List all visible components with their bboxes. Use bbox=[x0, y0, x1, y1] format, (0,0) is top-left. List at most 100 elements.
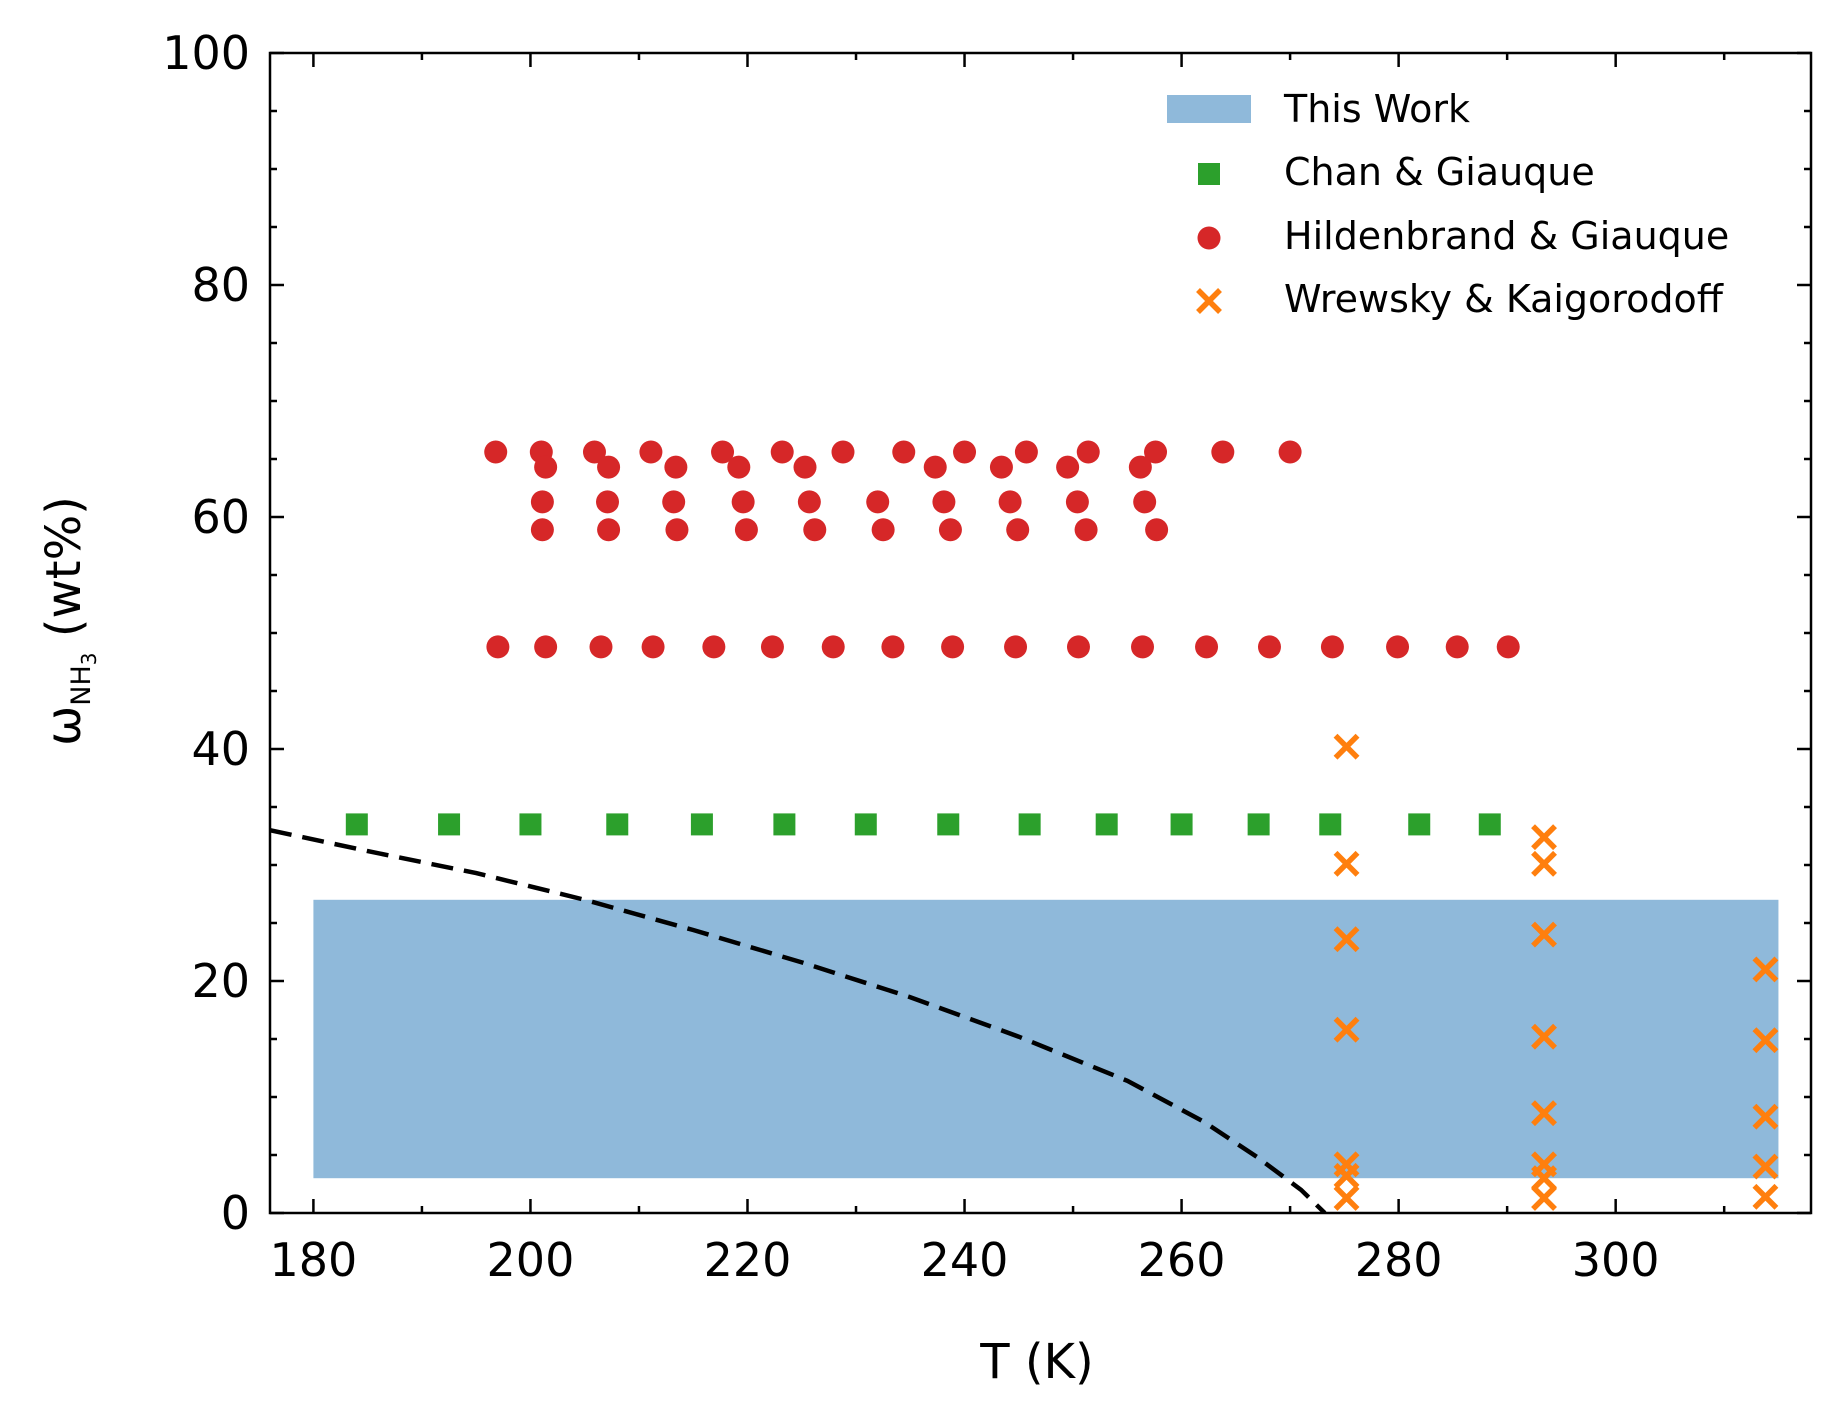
data-point bbox=[871, 518, 895, 542]
data-point bbox=[596, 490, 620, 514]
data-point bbox=[1145, 518, 1169, 542]
data-point bbox=[797, 490, 821, 514]
data-point bbox=[1170, 813, 1193, 836]
data-point bbox=[1386, 635, 1410, 659]
data-point bbox=[734, 518, 758, 542]
legend-marker bbox=[1198, 163, 1220, 185]
legend: This Work Chan & Giauque Hildenbrand & Gia… bbox=[1167, 87, 1729, 321]
data-point bbox=[923, 455, 947, 479]
data-point bbox=[534, 455, 558, 479]
data-point bbox=[1531, 921, 1557, 948]
data-point bbox=[1408, 813, 1431, 836]
data-point bbox=[530, 518, 554, 542]
data-point bbox=[1752, 956, 1779, 983]
data-point bbox=[665, 518, 689, 542]
data-point bbox=[1006, 518, 1030, 542]
data-point bbox=[881, 635, 905, 659]
series-2 bbox=[1333, 733, 1779, 1211]
data-point bbox=[1319, 813, 1342, 836]
data-point bbox=[1531, 1184, 1557, 1211]
data-point bbox=[1333, 1016, 1360, 1043]
data-point bbox=[534, 635, 558, 659]
series-layer bbox=[345, 440, 1779, 1211]
data-point bbox=[1247, 813, 1270, 836]
y-axis-unit: (wt%) bbox=[36, 496, 92, 652]
legend-item: Wrewsky & Kaigorodoff bbox=[1196, 277, 1724, 321]
y-tick-label: 60 bbox=[191, 490, 250, 544]
x-tick-label: 240 bbox=[921, 1233, 1009, 1287]
data-point bbox=[582, 440, 606, 464]
this-work-band bbox=[313, 899, 1779, 1179]
series-1 bbox=[484, 440, 1520, 659]
y-axis-symbol: ω bbox=[36, 706, 92, 746]
data-point bbox=[1056, 455, 1080, 479]
data-point bbox=[438, 813, 461, 836]
data-point bbox=[1257, 635, 1281, 659]
data-point bbox=[1531, 1165, 1557, 1192]
data-point bbox=[1333, 1162, 1360, 1189]
data-point bbox=[1065, 490, 1089, 514]
y-axis-label: ωNH3 (wt%) bbox=[36, 496, 101, 746]
data-point bbox=[639, 440, 663, 464]
legend-item: This Work bbox=[1167, 87, 1470, 131]
legend-label: This Work bbox=[1283, 87, 1470, 131]
data-point bbox=[1320, 635, 1344, 659]
y-tick-label: 100 bbox=[162, 26, 250, 80]
data-point bbox=[803, 518, 827, 542]
data-point bbox=[989, 455, 1013, 479]
legend-label: Chan & Giauque bbox=[1284, 150, 1595, 194]
x-tick-label: 300 bbox=[1572, 1233, 1660, 1287]
data-point bbox=[770, 440, 794, 464]
data-point bbox=[1066, 635, 1090, 659]
y-tick-label: 20 bbox=[191, 954, 250, 1008]
data-point bbox=[530, 490, 554, 514]
y-tick-label: 80 bbox=[191, 258, 250, 312]
x-tick-label: 260 bbox=[1138, 1233, 1226, 1287]
data-point bbox=[731, 490, 755, 514]
data-point bbox=[1531, 1023, 1557, 1050]
data-point bbox=[1333, 1184, 1360, 1211]
legend-label: Hildenbrand & Giauque bbox=[1284, 214, 1729, 258]
y-axis-subscript: NH bbox=[66, 665, 97, 706]
data-point bbox=[702, 635, 726, 659]
x-tick-label: 180 bbox=[270, 1233, 358, 1287]
data-point bbox=[606, 813, 629, 836]
y-tick-label: 40 bbox=[191, 722, 250, 776]
data-point bbox=[1478, 813, 1501, 836]
data-point bbox=[1333, 926, 1360, 953]
data-point bbox=[1076, 440, 1100, 464]
data-point bbox=[486, 635, 510, 659]
data-point bbox=[519, 813, 542, 836]
series-0 bbox=[345, 813, 1501, 836]
data-point bbox=[1333, 733, 1360, 760]
data-point bbox=[932, 490, 956, 514]
data-point bbox=[998, 490, 1022, 514]
data-point bbox=[1131, 635, 1155, 659]
data-point bbox=[821, 635, 845, 659]
data-point bbox=[1752, 1183, 1779, 1210]
data-point bbox=[727, 455, 751, 479]
data-point bbox=[597, 518, 621, 542]
data-point bbox=[1014, 440, 1038, 464]
boundary-curve bbox=[270, 827, 1327, 1213]
data-point bbox=[1752, 1153, 1779, 1180]
data-point bbox=[1752, 1027, 1779, 1054]
legend-marker bbox=[1197, 226, 1221, 250]
data-point bbox=[1074, 518, 1098, 542]
y-tick-label: 0 bbox=[221, 1186, 250, 1240]
data-point bbox=[941, 635, 965, 659]
data-point bbox=[484, 440, 508, 464]
data-point bbox=[937, 813, 960, 836]
data-point bbox=[1496, 635, 1520, 659]
data-point bbox=[1445, 635, 1469, 659]
data-point bbox=[1144, 440, 1168, 464]
x-tick-label: 280 bbox=[1355, 1233, 1443, 1287]
data-point bbox=[345, 813, 368, 836]
data-point bbox=[662, 490, 686, 514]
data-point bbox=[953, 440, 977, 464]
data-point bbox=[1195, 635, 1219, 659]
data-point bbox=[1752, 1103, 1779, 1130]
legend-item: Chan & Giauque bbox=[1198, 150, 1595, 194]
x-tick-label: 200 bbox=[487, 1233, 575, 1287]
